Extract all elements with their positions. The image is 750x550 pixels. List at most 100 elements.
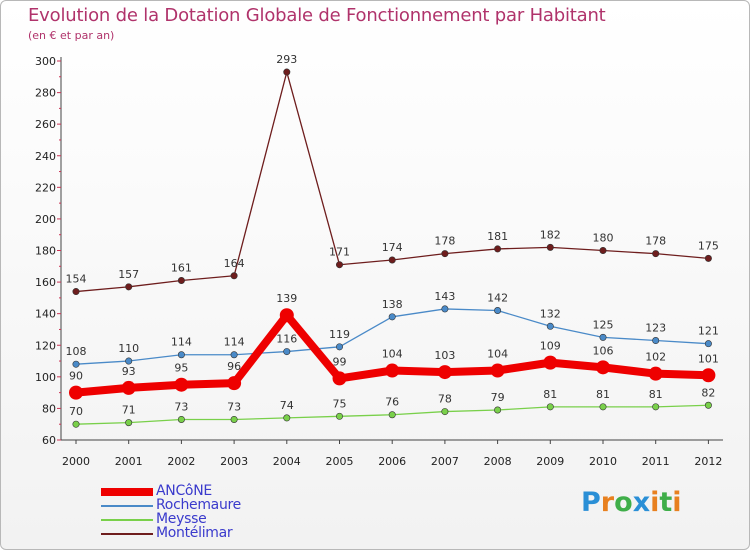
data-label-rochemaure: 125 — [593, 318, 614, 331]
logo-letter: t — [659, 487, 673, 518]
legend-item-rochemaure: Rochemaure — [101, 497, 341, 513]
data-label-ancone: 93 — [122, 365, 136, 378]
data-point-meysse — [599, 403, 607, 411]
x-tick-label: 2001 — [115, 455, 143, 468]
data-label-rochemaure: 119 — [329, 328, 350, 341]
data-label-meysse: 78 — [438, 393, 452, 406]
data-point-rochemaure — [441, 305, 449, 313]
data-label-rochemaure: 110 — [118, 342, 139, 355]
data-label-montelimar: 178 — [645, 235, 666, 248]
legend-item-meysse: Meysse — [101, 511, 341, 527]
data-point-meysse — [177, 415, 185, 423]
data-label-montelimar: 174 — [382, 241, 403, 254]
data-label-meysse: 74 — [280, 399, 294, 412]
logo-letter: i — [650, 487, 660, 518]
data-point-rochemaure — [546, 322, 554, 330]
y-tick-label: 100 — [35, 371, 56, 384]
data-point-montelimar — [177, 277, 185, 285]
data-point-rochemaure — [652, 337, 660, 345]
data-point-ancone — [227, 376, 242, 391]
data-label-ancone: 139 — [276, 292, 297, 305]
legend-swatch — [101, 533, 153, 535]
y-tick-label: 280 — [35, 87, 56, 100]
data-point-montelimar — [230, 272, 238, 280]
data-label-montelimar: 181 — [487, 230, 508, 243]
data-point-meysse — [335, 412, 343, 420]
data-point-montelimar — [704, 254, 712, 262]
data-label-montelimar: 180 — [593, 232, 614, 245]
data-point-rochemaure — [335, 343, 343, 351]
data-point-rochemaure — [494, 307, 502, 315]
data-label-rochemaure: 142 — [487, 292, 508, 305]
data-label-meysse: 73 — [174, 400, 188, 413]
data-point-ancone — [701, 368, 716, 383]
data-point-meysse — [230, 415, 238, 423]
data-point-montelimar — [599, 247, 607, 255]
legend-swatch — [101, 519, 153, 521]
data-label-rochemaure: 114 — [224, 336, 245, 349]
x-tick-label: 2008 — [484, 455, 512, 468]
data-point-rochemaure — [230, 351, 238, 359]
data-point-ancone — [596, 360, 610, 375]
data-point-meysse — [283, 414, 291, 422]
data-label-meysse: 76 — [385, 396, 399, 409]
data-point-montelimar — [441, 250, 449, 258]
y-tick-label: 80 — [42, 402, 56, 415]
legend-label: ANCôNE — [156, 483, 212, 499]
data-point-meysse — [704, 401, 712, 409]
chart-title: Evolution de la Dotation Globale de Fonc… — [28, 5, 606, 26]
y-tick-label: 140 — [35, 308, 56, 321]
data-label-montelimar: 164 — [224, 257, 245, 270]
data-label-montelimar: 175 — [698, 239, 719, 252]
data-label-montelimar: 171 — [329, 246, 350, 259]
data-label-rochemaure: 132 — [540, 307, 561, 320]
x-tick-label: 2009 — [536, 455, 564, 468]
data-label-ancone: 106 — [593, 344, 614, 357]
legend-label: Montélimar — [156, 525, 233, 541]
data-label-montelimar: 178 — [434, 235, 455, 248]
chart-subtitle: (en € et par an) — [28, 29, 115, 42]
data-point-rochemaure — [704, 340, 712, 348]
data-label-meysse: 73 — [227, 400, 241, 413]
data-label-ancone: 104 — [382, 348, 403, 361]
data-label-ancone: 104 — [487, 348, 508, 361]
logo-letter: r — [600, 487, 615, 518]
data-point-meysse — [125, 419, 133, 427]
data-label-montelimar: 182 — [540, 228, 561, 241]
data-label-rochemaure: 108 — [66, 345, 87, 358]
data-point-meysse — [652, 403, 660, 411]
logo-letter: x — [632, 487, 651, 518]
data-label-montelimar: 161 — [171, 262, 192, 275]
data-label-meysse: 82 — [701, 386, 715, 399]
data-point-montelimar — [72, 288, 80, 296]
data-label-ancone: 95 — [174, 362, 188, 375]
data-point-rochemaure — [599, 333, 607, 341]
x-tick-label: 2003 — [220, 455, 248, 468]
data-label-meysse: 81 — [649, 388, 663, 401]
data-point-rochemaure — [125, 357, 133, 365]
data-point-ancone — [279, 308, 294, 323]
data-point-meysse — [494, 406, 502, 414]
y-tick-label: 260 — [35, 118, 56, 131]
legend-item-ancone: ANCôNE — [101, 483, 341, 499]
data-label-rochemaure: 116 — [276, 333, 297, 346]
y-tick-label: 60 — [42, 434, 56, 447]
data-label-meysse: 81 — [543, 388, 557, 401]
data-point-meysse — [388, 411, 396, 419]
x-tick-label: 2006 — [378, 455, 406, 468]
data-point-rochemaure — [283, 348, 291, 356]
y-tick-label: 120 — [35, 339, 56, 352]
data-label-rochemaure: 114 — [171, 336, 192, 349]
x-tick-label: 2012 — [694, 455, 722, 468]
data-label-ancone: 102 — [645, 351, 666, 364]
y-tick-label: 200 — [35, 213, 56, 226]
data-label-meysse: 81 — [596, 388, 610, 401]
legend-label: Meysse — [156, 511, 207, 527]
x-tick-label: 2004 — [273, 455, 301, 468]
y-tick-label: 220 — [35, 181, 56, 194]
legend-swatch — [101, 505, 153, 507]
data-label-rochemaure: 121 — [698, 325, 719, 338]
data-point-ancone — [490, 363, 505, 378]
